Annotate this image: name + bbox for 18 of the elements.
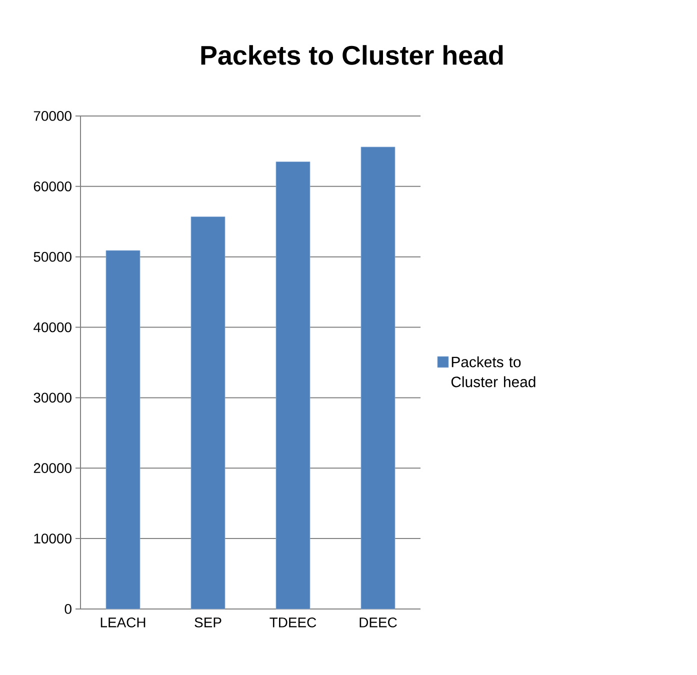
y-tick-label: 30000 <box>34 392 72 403</box>
bar <box>190 216 226 610</box>
x-tick-label: DEEC <box>360 617 397 628</box>
y-tick-label: 40000 <box>34 322 72 332</box>
y-tick-label: 70000 <box>34 111 72 121</box>
bar <box>360 146 396 610</box>
y-tick-label: 0 <box>64 604 72 614</box>
y-tick-label: 20000 <box>34 463 72 474</box>
chart-title: Packets to Cluster head <box>201 45 503 65</box>
x-tick-label: TDEEC <box>270 617 316 628</box>
x-tick-label: SEP <box>194 617 222 628</box>
y-tick-label: 50000 <box>34 252 72 262</box>
bar <box>106 250 140 610</box>
y-tick-label: 60000 <box>34 181 72 192</box>
y-tick-label: 10000 <box>34 534 72 544</box>
bar <box>276 162 310 610</box>
legend-label: Packets to Cluster head <box>451 356 536 388</box>
x-tick-label: LEACH <box>100 617 146 628</box>
